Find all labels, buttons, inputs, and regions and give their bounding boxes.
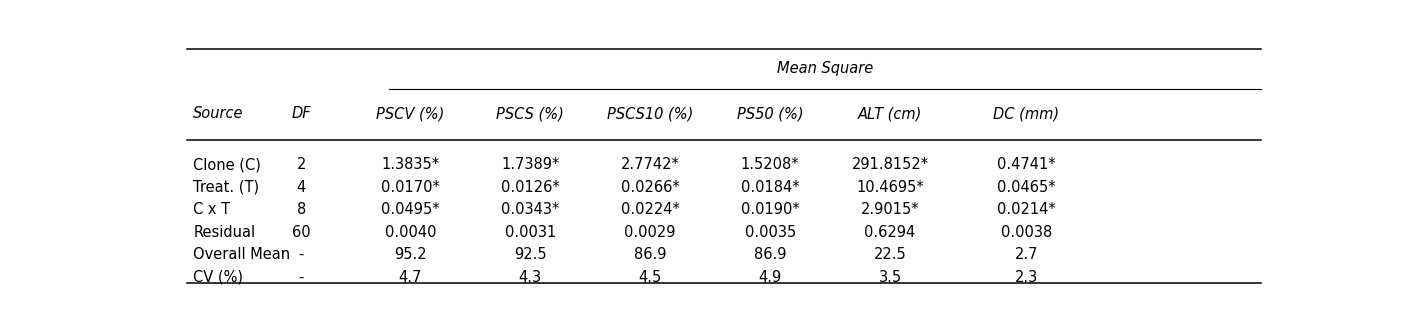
Text: 0.0343*: 0.0343* bbox=[501, 202, 560, 217]
Text: -: - bbox=[298, 270, 304, 284]
Text: 0.0495*: 0.0495* bbox=[381, 202, 439, 217]
Text: C x T: C x T bbox=[193, 202, 231, 217]
Text: 0.6294: 0.6294 bbox=[864, 225, 916, 240]
Text: 86.9: 86.9 bbox=[754, 247, 787, 262]
Text: 0.0190*: 0.0190* bbox=[740, 202, 799, 217]
Text: 22.5: 22.5 bbox=[874, 247, 906, 262]
Text: 2.3: 2.3 bbox=[1014, 270, 1038, 284]
Text: Treat. (T): Treat. (T) bbox=[193, 180, 259, 195]
Text: Source: Source bbox=[193, 106, 243, 121]
Text: 3.5: 3.5 bbox=[878, 270, 902, 284]
Text: 0.0170*: 0.0170* bbox=[381, 180, 440, 195]
Text: Overall Mean: Overall Mean bbox=[193, 247, 290, 262]
Text: 0.0035: 0.0035 bbox=[744, 225, 796, 240]
Text: 4.5: 4.5 bbox=[639, 270, 661, 284]
Text: 4.7: 4.7 bbox=[398, 270, 422, 284]
Text: DC (mm): DC (mm) bbox=[993, 106, 1059, 121]
Text: 0.0465*: 0.0465* bbox=[998, 180, 1055, 195]
Text: 10.4695*: 10.4695* bbox=[857, 180, 924, 195]
Text: 4.9: 4.9 bbox=[758, 270, 782, 284]
Text: CV (%): CV (%) bbox=[193, 270, 243, 284]
Text: 0.0038: 0.0038 bbox=[1000, 225, 1052, 240]
Text: 0.0214*: 0.0214* bbox=[998, 202, 1055, 217]
Text: 60: 60 bbox=[293, 225, 311, 240]
Text: 2.9015*: 2.9015* bbox=[861, 202, 919, 217]
Text: -: - bbox=[298, 247, 304, 262]
Text: 92.5: 92.5 bbox=[514, 247, 546, 262]
Text: 1.5208*: 1.5208* bbox=[741, 157, 799, 172]
Text: 4.3: 4.3 bbox=[519, 270, 542, 284]
Text: 1.3835*: 1.3835* bbox=[381, 157, 439, 172]
Text: Mean Square: Mean Square bbox=[777, 61, 872, 76]
Text: Clone (C): Clone (C) bbox=[193, 157, 262, 172]
Text: PSCS (%): PSCS (%) bbox=[497, 106, 564, 121]
Text: 2: 2 bbox=[297, 157, 305, 172]
Text: 0.0029: 0.0029 bbox=[625, 225, 675, 240]
Text: 4: 4 bbox=[297, 180, 305, 195]
Text: 0.0040: 0.0040 bbox=[384, 225, 436, 240]
Text: Residual: Residual bbox=[193, 225, 256, 240]
Text: 1.7389*: 1.7389* bbox=[501, 157, 560, 172]
Text: 0.0266*: 0.0266* bbox=[620, 180, 680, 195]
Text: 0.0224*: 0.0224* bbox=[620, 202, 680, 217]
Text: PS50 (%): PS50 (%) bbox=[737, 106, 803, 121]
Text: 86.9: 86.9 bbox=[635, 247, 667, 262]
Text: 0.0126*: 0.0126* bbox=[501, 180, 560, 195]
Text: 95.2: 95.2 bbox=[394, 247, 426, 262]
Text: 2.7: 2.7 bbox=[1014, 247, 1038, 262]
Text: ALT (cm): ALT (cm) bbox=[858, 106, 923, 121]
Text: 8: 8 bbox=[297, 202, 305, 217]
Text: 0.0031: 0.0031 bbox=[505, 225, 556, 240]
Text: 291.8152*: 291.8152* bbox=[851, 157, 929, 172]
Text: 2.7742*: 2.7742* bbox=[620, 157, 680, 172]
Text: 0.0184*: 0.0184* bbox=[741, 180, 799, 195]
Text: 0.4741*: 0.4741* bbox=[998, 157, 1055, 172]
Text: PSCV (%): PSCV (%) bbox=[376, 106, 445, 121]
Text: PSCS10 (%): PSCS10 (%) bbox=[606, 106, 694, 121]
Text: DF: DF bbox=[291, 106, 311, 121]
